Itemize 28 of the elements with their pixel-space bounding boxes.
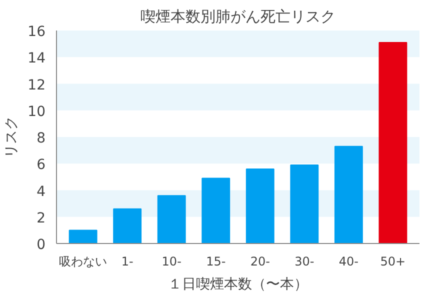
bar <box>378 42 408 244</box>
y-tick-label: 8 <box>36 130 46 146</box>
y-tick-label: 2 <box>36 210 46 226</box>
y-axis-title: リスク <box>4 116 20 158</box>
y-tick-label: 16 <box>28 24 46 40</box>
bar <box>68 230 98 244</box>
bar <box>202 178 230 244</box>
x-tick-label: 50+ <box>380 254 406 268</box>
x-tick-label: 40- <box>338 254 358 268</box>
chart-title: 喫煙本数別肺がん死亡リスク <box>140 8 336 26</box>
x-tick-label: 20- <box>250 254 270 268</box>
x-tick-label: 吸わない <box>59 254 108 268</box>
bar <box>157 195 186 244</box>
y-tick-label: 0 <box>36 237 46 253</box>
y-tick-label: 4 <box>36 184 46 200</box>
bar <box>290 164 319 244</box>
x-tick-label: 30- <box>294 254 314 268</box>
bar <box>246 168 274 244</box>
y-tick-label: 14 <box>28 50 46 67</box>
bar <box>113 208 142 244</box>
y-tick-label: 10 <box>28 104 46 120</box>
bar <box>334 146 363 244</box>
x-axis-title: １日喫煙本数（〜本） <box>168 276 308 292</box>
y-tick-label: 6 <box>36 157 46 174</box>
x-tick-label: 1- <box>121 254 134 268</box>
x-tick-label: 15- <box>206 254 226 268</box>
x-tick-label: 10- <box>162 254 182 268</box>
y-tick-label: 12 <box>28 77 46 94</box>
